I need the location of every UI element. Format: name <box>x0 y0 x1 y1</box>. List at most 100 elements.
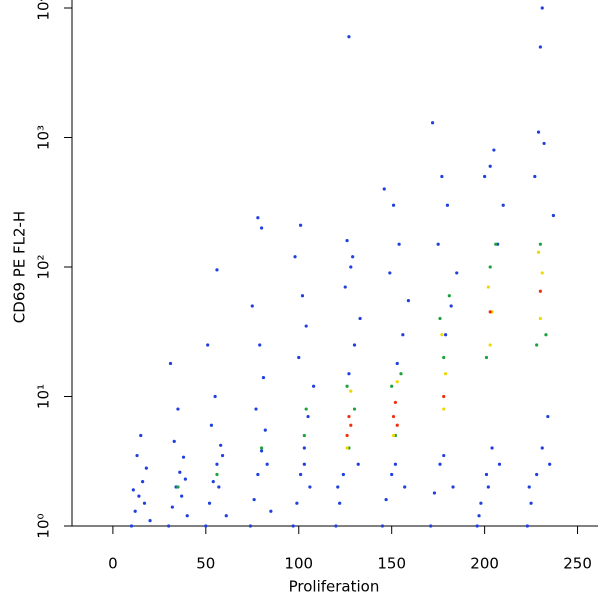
data-point <box>395 380 399 384</box>
data-point <box>172 439 176 444</box>
data-point <box>144 466 148 470</box>
data-point <box>540 446 544 450</box>
data-point <box>248 524 253 528</box>
data-point <box>535 343 539 347</box>
data-point <box>178 470 182 474</box>
data-point <box>299 472 303 477</box>
data-point <box>176 485 180 489</box>
data-point <box>217 485 221 489</box>
y-tick-label: 10⁴ <box>35 0 53 21</box>
data-point <box>529 501 533 505</box>
data-point <box>343 285 347 289</box>
x-tick-label: 200 <box>470 555 499 573</box>
data-point <box>139 433 143 438</box>
data-point <box>536 250 541 254</box>
data-point <box>312 384 316 388</box>
data-point <box>215 472 219 477</box>
y-axis-title: CD69 PE FL2-H <box>11 211 29 323</box>
data-point <box>170 505 174 509</box>
data-point <box>347 372 351 376</box>
data-point <box>443 333 448 337</box>
data-point <box>338 501 342 505</box>
data-point <box>254 407 258 411</box>
y-tick-label: 10¹ <box>35 384 53 409</box>
data-point <box>304 324 308 328</box>
data-point <box>535 472 539 477</box>
data-point <box>477 514 481 518</box>
data-point <box>349 265 353 269</box>
data-point <box>525 524 529 528</box>
data-point <box>546 414 550 419</box>
data-point <box>261 375 266 380</box>
data-point <box>533 174 537 179</box>
data-point <box>293 255 297 259</box>
data-point <box>440 333 444 337</box>
data-point <box>429 524 433 528</box>
data-point <box>432 491 437 495</box>
data-point <box>341 472 345 477</box>
data-point <box>180 494 184 498</box>
data-point <box>347 35 351 39</box>
data-point <box>181 455 186 459</box>
data-point <box>445 203 450 207</box>
data-point <box>206 343 210 347</box>
data-point <box>540 271 544 275</box>
data-point <box>336 485 340 489</box>
data-point <box>451 485 455 489</box>
x-axis-title: Proliferation <box>289 578 380 596</box>
data-point <box>207 501 212 505</box>
data-point <box>211 480 215 484</box>
data-point <box>352 407 357 411</box>
data-point <box>401 333 405 337</box>
data-point <box>351 255 355 259</box>
data-point <box>490 446 494 450</box>
data-point <box>542 141 546 146</box>
data-point <box>393 400 398 405</box>
data-point <box>551 213 555 218</box>
data-point <box>399 372 403 376</box>
data-point <box>185 514 189 518</box>
data-point <box>527 485 531 489</box>
data-point <box>176 407 180 411</box>
data-point <box>291 524 295 528</box>
data-point <box>488 343 492 347</box>
y-tick-label: 10⁰ <box>35 513 53 538</box>
data-point <box>455 271 459 275</box>
data-point <box>484 355 489 360</box>
data-point <box>475 524 479 528</box>
data-point <box>250 304 254 308</box>
data-point <box>302 446 306 450</box>
data-point <box>544 333 548 337</box>
data-point <box>215 268 219 272</box>
data-point <box>397 242 401 246</box>
data-point <box>540 6 544 10</box>
data-point <box>141 480 145 484</box>
data-point <box>395 361 399 366</box>
data-point <box>391 203 396 207</box>
data-point <box>406 299 411 303</box>
y-tick-label: 10³ <box>35 125 53 150</box>
data-point <box>308 485 312 489</box>
data-point <box>438 316 442 321</box>
data-point <box>183 477 187 481</box>
data-point <box>299 223 303 227</box>
data-point <box>148 519 152 523</box>
data-point <box>390 384 394 388</box>
data-point <box>488 310 492 314</box>
x-tick-label: 50 <box>196 555 215 573</box>
data-point <box>300 294 305 298</box>
data-point <box>388 271 392 275</box>
data-point <box>259 226 264 230</box>
data-point <box>297 355 301 360</box>
data-point <box>393 462 398 466</box>
data-point <box>345 446 349 450</box>
data-point <box>168 361 173 366</box>
data-point <box>391 433 396 438</box>
data-point <box>209 423 213 427</box>
data-point <box>345 238 349 243</box>
data-point <box>295 501 299 505</box>
data-point <box>204 524 208 528</box>
x-tick-label: 150 <box>377 555 406 573</box>
data-point <box>483 174 487 179</box>
